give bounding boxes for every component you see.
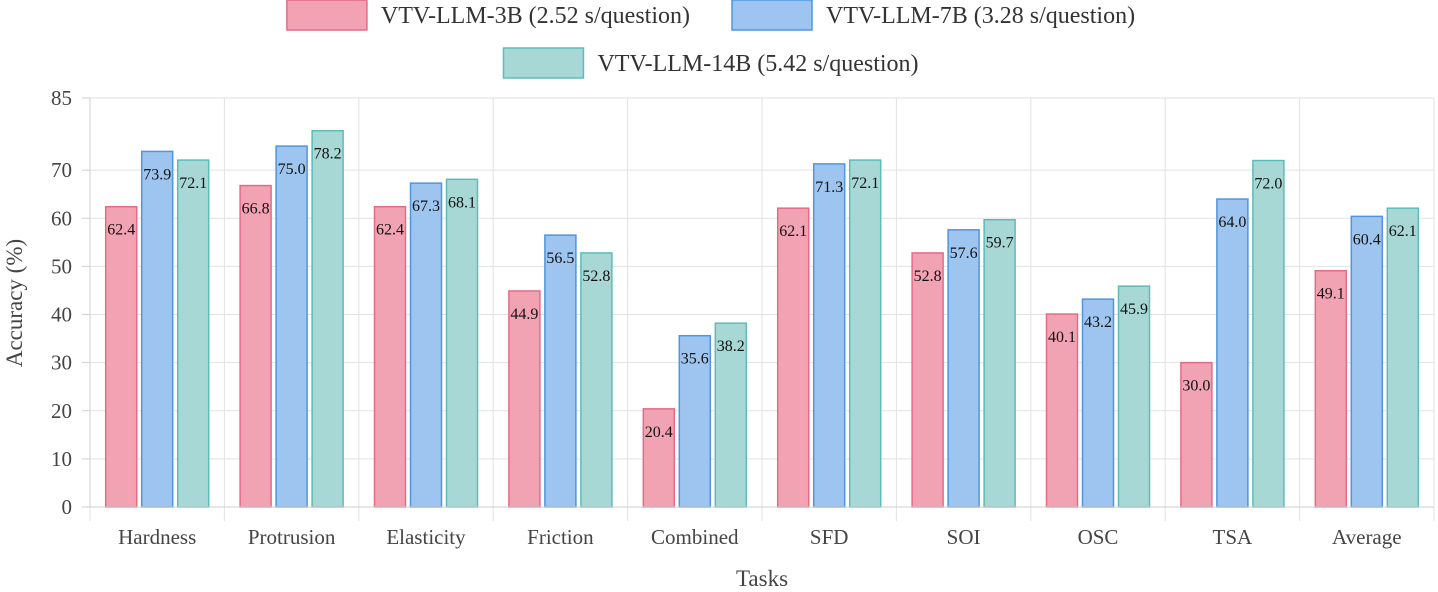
bar-value-label: 62.4 [107, 222, 135, 239]
bar-value-label: 72.0 [1254, 176, 1282, 193]
bar [1216, 198, 1249, 508]
bar [239, 184, 272, 508]
bar-value-label: 59.7 [986, 235, 1014, 252]
bar-value-label: 56.5 [546, 250, 574, 267]
y-tick-label: 60 [51, 206, 72, 230]
bar-value-label: 66.8 [242, 201, 270, 218]
x-tick-label: Combined [651, 525, 739, 549]
bar-value-label: 67.3 [412, 198, 440, 215]
bar [176, 159, 210, 508]
legend-item: VTV-LLM-7B (3.28 s/question) [731, 0, 1135, 31]
bar [445, 178, 479, 508]
legend-item: VTV-LLM-3B (2.52 s/question) [286, 0, 690, 31]
bar [409, 182, 443, 508]
bar-value-label: 75.0 [278, 161, 306, 178]
y-tick-label: 30 [51, 351, 72, 375]
bar [1081, 298, 1115, 508]
bar [947, 229, 980, 508]
bar [678, 334, 712, 508]
bar [1386, 207, 1420, 508]
bar-value-label: 78.2 [314, 146, 342, 163]
y-axis-title: Accuracy (%) [2, 239, 27, 367]
y-tick-label: 70 [51, 158, 72, 182]
bar-value-label: 57.6 [950, 245, 978, 262]
legend-item: VTV-LLM-14B (5.42 s/question) [502, 47, 919, 79]
x-tick-label: TSA [1213, 525, 1254, 549]
x-tick-label: SFD [810, 525, 849, 549]
x-tick-label: Protrusion [248, 525, 336, 549]
bar [1180, 361, 1213, 508]
bar-value-label: 30.0 [1182, 378, 1210, 395]
bar-value-label: 44.9 [510, 306, 538, 323]
bar-value-label: 52.8 [582, 268, 610, 285]
bar [104, 205, 138, 508]
bar [848, 159, 882, 508]
bar-value-label: 62.1 [1389, 223, 1417, 240]
bar-value-label: 43.2 [1084, 314, 1112, 331]
y-tick-label: 85 [51, 86, 72, 110]
y-tick-label: 40 [51, 303, 72, 327]
bar [1117, 285, 1151, 508]
legend-label: VTV-LLM-7B (3.28 s/question) [826, 3, 1135, 29]
bar-value-label: 60.4 [1353, 231, 1381, 248]
bar [714, 322, 748, 508]
bar [311, 129, 344, 508]
bar-value-label: 49.1 [1317, 286, 1345, 303]
bar [373, 205, 407, 508]
bar [544, 234, 577, 508]
x-tick-label: SOI [947, 525, 981, 549]
bar [1314, 269, 1348, 508]
x-tick-label: Hardness [118, 525, 196, 549]
bar [508, 290, 541, 508]
bar-value-label: 45.9 [1120, 301, 1148, 318]
bar [140, 150, 174, 508]
x-tick-label: Friction [527, 525, 594, 549]
x-tick-label: Average [1332, 525, 1402, 549]
legend-swatch [731, 0, 813, 31]
bar-value-label: 72.1 [851, 175, 879, 192]
y-tick-label: 50 [51, 254, 72, 278]
bar-value-label: 64.0 [1218, 214, 1246, 231]
bar-value-label: 71.3 [815, 179, 843, 196]
bar [983, 218, 1016, 508]
legend-swatch [286, 0, 368, 31]
value-labels: 62.4 66.8 62.4 44.9 20.4 62.1 52.8 40.1 30.0 49.1… [107, 146, 1417, 441]
y-tick-label: 10 [51, 447, 72, 471]
bar-value-label: 38.2 [717, 338, 745, 355]
bar-value-label: 72.1 [179, 175, 207, 192]
x-tick-label: OSC [1078, 525, 1119, 549]
x-axis-title: Tasks [736, 566, 788, 591]
bar [776, 207, 810, 508]
bar [911, 252, 944, 508]
bar [275, 145, 308, 508]
bars [104, 129, 1420, 508]
bar [642, 408, 676, 508]
bar [812, 163, 846, 508]
bar-value-label: 62.4 [376, 222, 404, 239]
x-tick-label: Elasticity [386, 525, 466, 549]
y-tick-label: 20 [51, 399, 72, 423]
tick-labels: 0 10 20 30 40 50 60 70 85 Hardness Protrusion Elast… [51, 86, 1402, 549]
legend-label: VTV-LLM-3B (2.52 s/question) [381, 3, 690, 29]
legend: VTV-LLM-3B (2.52 s/question) VTV-LLM-7B (… [286, 0, 1135, 79]
bar-value-label: 52.8 [914, 268, 942, 285]
bar-value-label: 40.1 [1048, 329, 1076, 346]
bar-value-label: 35.6 [681, 351, 709, 368]
bar-value-label: 73.9 [143, 166, 171, 183]
bar [580, 252, 613, 508]
legend-label: VTV-LLM-14B (5.42 s/question) [597, 51, 918, 77]
axes [82, 97, 1434, 508]
bar-value-label: 20.4 [645, 424, 673, 441]
bar [1252, 159, 1285, 508]
bar-value-label: 62.1 [779, 223, 807, 240]
bar-value-label: 68.1 [448, 194, 476, 211]
legend-swatch [502, 47, 585, 79]
bar [1350, 215, 1384, 508]
y-tick-label: 0 [62, 495, 73, 519]
